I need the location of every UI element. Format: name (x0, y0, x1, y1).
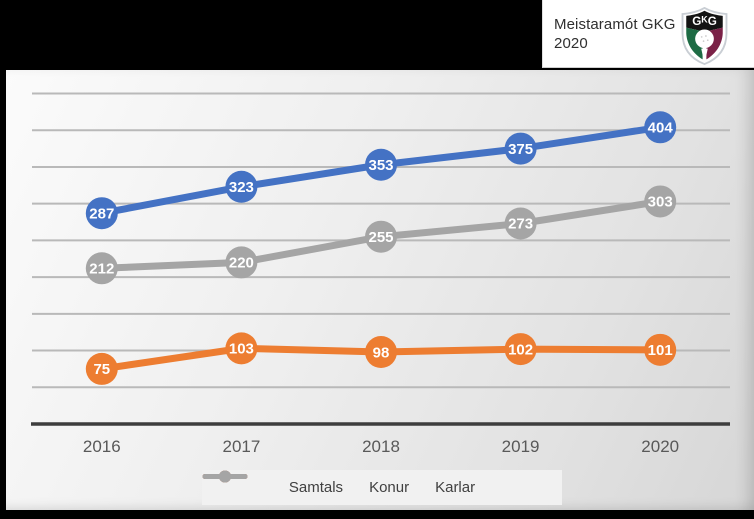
data-label-konur: 75 (93, 361, 110, 378)
data-label-samtals: 375 (508, 141, 533, 158)
data-point-marker-samtals (644, 111, 677, 144)
gkg-shield-icon: GKG (681, 6, 728, 66)
x-axis-label: 2020 (641, 437, 679, 456)
legend-item-karlar: Karlar (202, 470, 476, 496)
logo-text: GKG (692, 14, 717, 27)
data-point-marker-konur (644, 333, 677, 366)
x-axis-label: 2016 (83, 437, 121, 456)
chart-legend: Samtals Konur Karlar (202, 470, 562, 505)
data-label-samtals: 323 (229, 179, 254, 196)
data-label-karlar: 220 (229, 255, 254, 272)
page-title: Meistaramót GKG 2020 (554, 15, 676, 53)
data-label-konur: 102 (508, 341, 533, 358)
data-point-marker-samtals (504, 132, 537, 165)
data-label-karlar: 255 (368, 229, 393, 246)
gkg-logo: GKG (680, 6, 729, 66)
golf-tee-icon (701, 48, 708, 60)
chart-canvas: 287 323 353 375 404 75 103 98 102 101 212 220 255 273… (31, 92, 730, 456)
data-label-karlar: 303 (648, 194, 673, 211)
data-point-marker-samtals (85, 197, 118, 230)
golf-ball-icon (695, 29, 714, 49)
data-label-karlar: 273 (508, 216, 533, 233)
data-point-marker-konur (225, 332, 258, 365)
data-point-marker-konur (504, 333, 537, 366)
data-point-marker-karlar (504, 207, 537, 240)
legend-label: Konur (369, 479, 410, 496)
header-card: Meistaramót GKG 2020 (542, 0, 754, 68)
chart-panel: 287 323 353 375 404 75 103 98 102 101 212 220 255 273… (6, 70, 754, 510)
x-axis-label: 2019 (502, 437, 540, 456)
legend-label: Samtals (288, 479, 344, 496)
data-point-marker-karlar (85, 252, 118, 285)
legend-dot (219, 470, 231, 483)
data-label-konur: 103 (229, 341, 254, 358)
data-label-samtals: 287 (89, 205, 114, 222)
ball-dimple (700, 36, 703, 38)
data-label-samtals: 353 (368, 157, 393, 174)
ball-dimple (702, 40, 705, 42)
data-point-marker-samtals (365, 148, 397, 181)
data-point-marker-karlar (644, 185, 677, 218)
data-label-konur: 98 (373, 344, 390, 361)
ball-dimple (705, 35, 707, 37)
shield-top-band (686, 10, 723, 32)
x-axis-label: 2017 (222, 437, 260, 456)
data-point-marker-konur (365, 336, 397, 369)
legend-item-samtals: Samtals (202, 470, 344, 496)
page-title-line2: 2020 (554, 34, 588, 52)
page-title-line1: Meistaramót GKG (554, 15, 676, 33)
data-point-marker-konur (85, 352, 118, 385)
legend-swatch-icon (202, 470, 248, 483)
data-point-marker-samtals (225, 170, 258, 203)
x-axis-label: 2018 (362, 437, 400, 456)
data-point-marker-karlar (365, 220, 397, 253)
data-label-karlar: 212 (89, 261, 114, 278)
legend-item-konur: Konur (202, 470, 410, 496)
legend-label: Karlar (435, 479, 476, 496)
data-point-marker-karlar (225, 246, 258, 279)
ball-dimple (706, 39, 709, 42)
data-label-konur: 101 (648, 342, 673, 359)
data-label-samtals: 404 (648, 120, 674, 137)
